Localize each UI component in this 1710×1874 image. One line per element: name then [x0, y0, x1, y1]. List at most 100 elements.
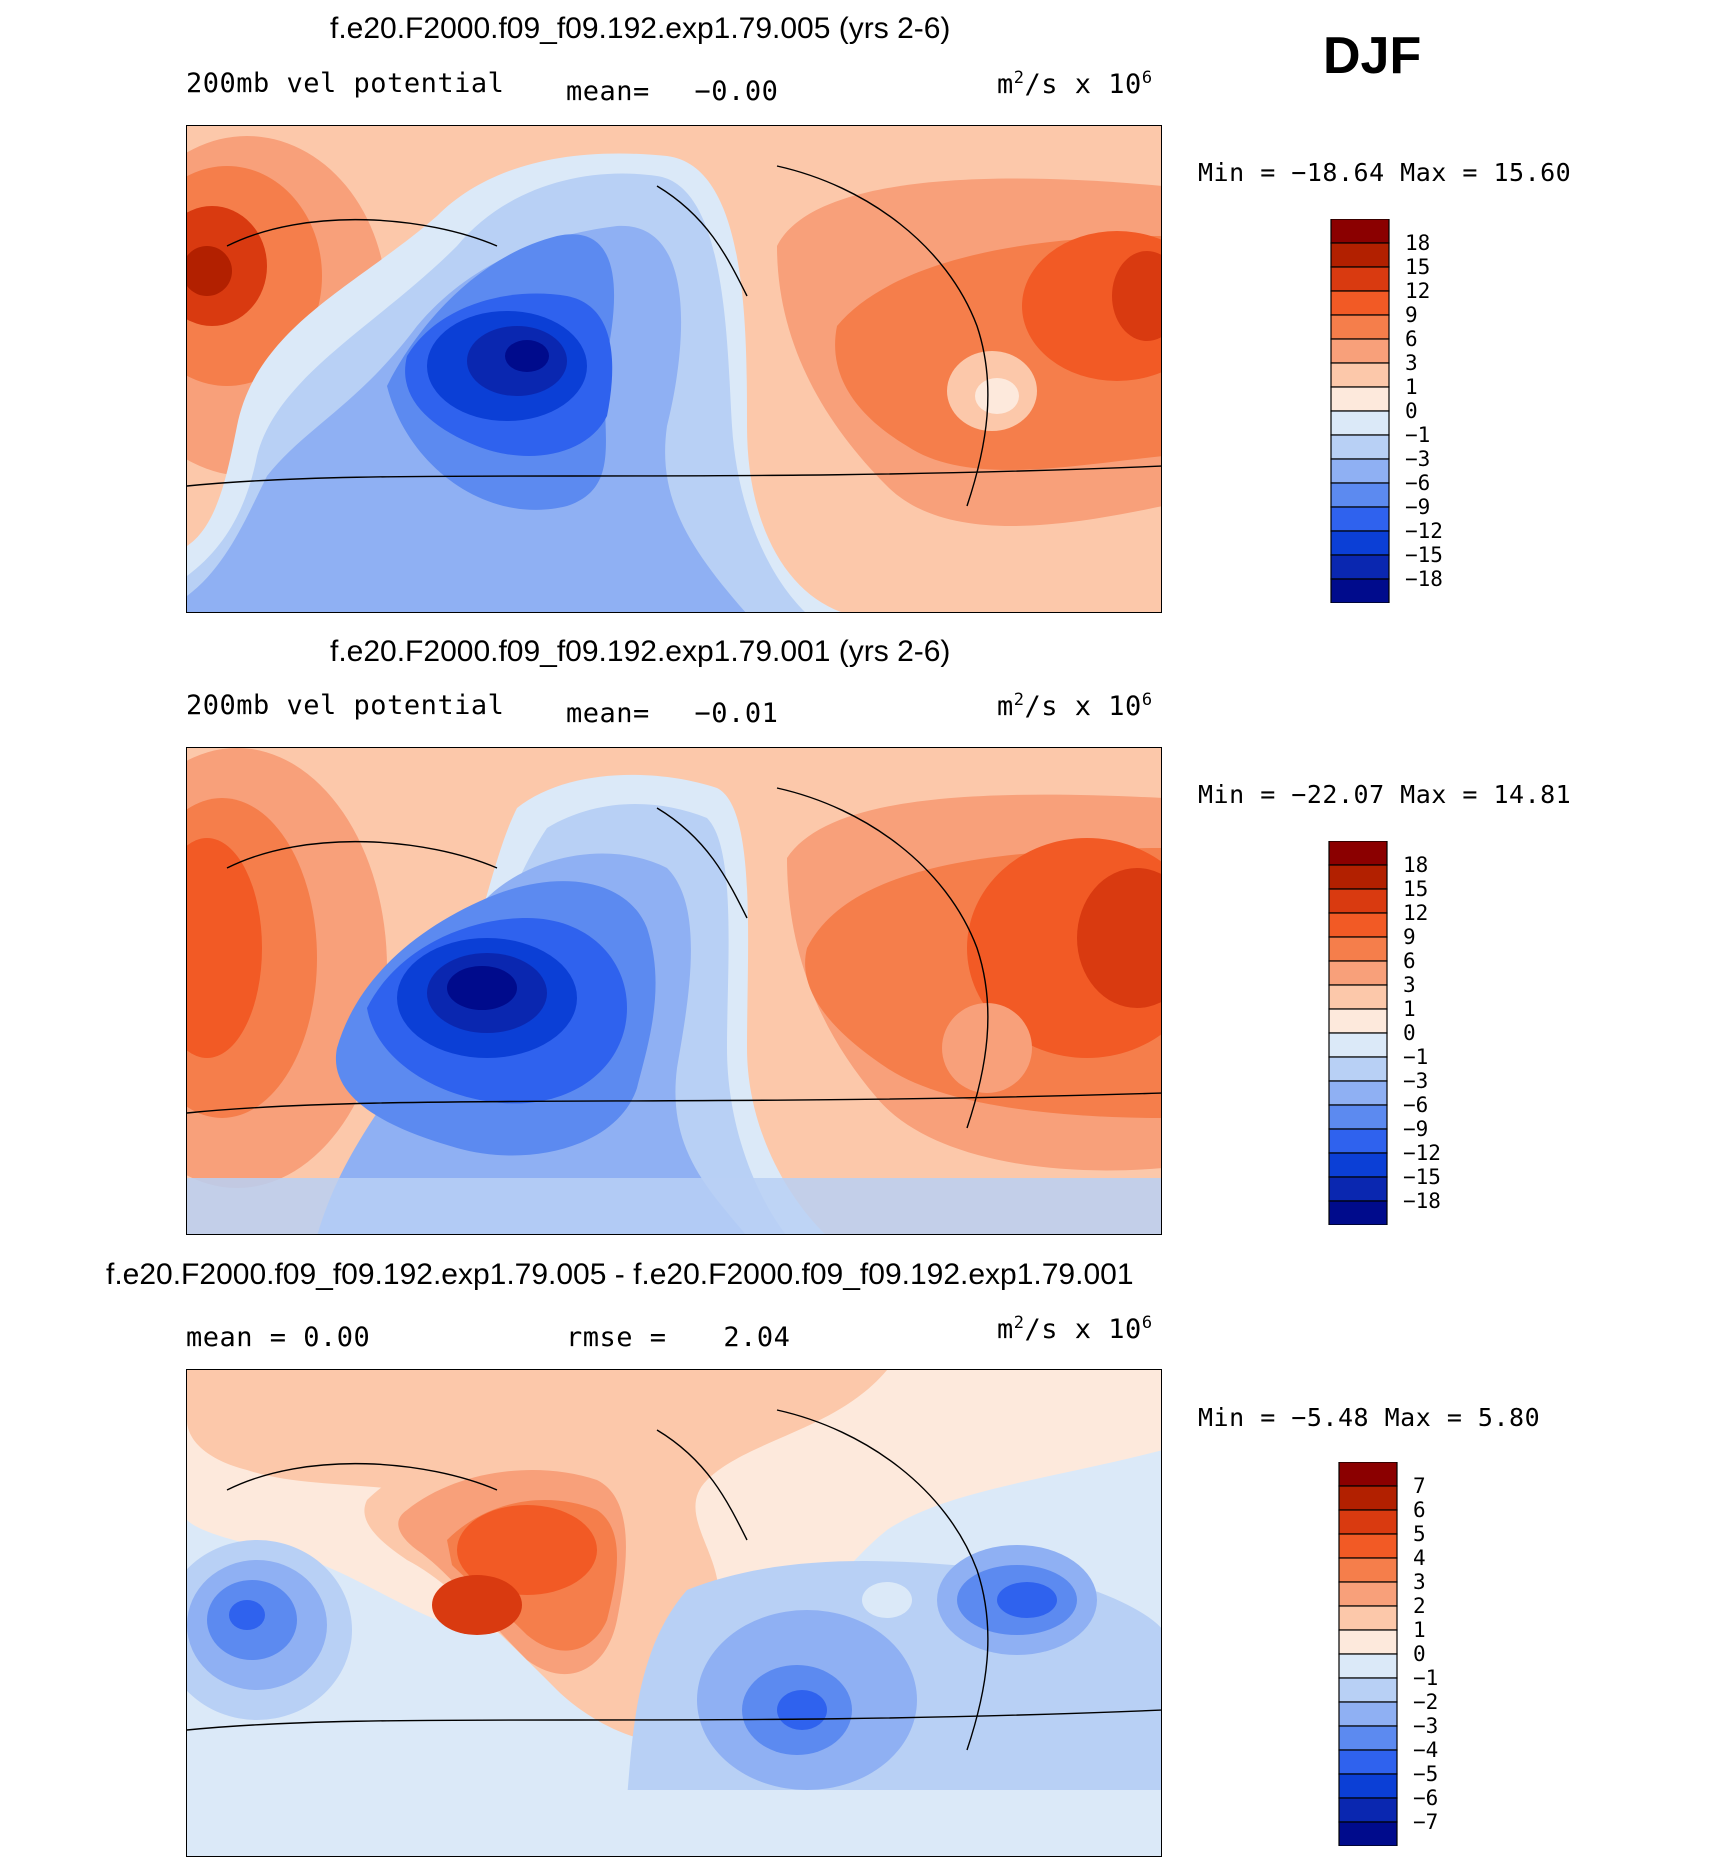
- colorbar-swatch: [1328, 936, 1388, 962]
- panel-3-rmse-label: rmse = 2.04: [566, 1322, 790, 1353]
- colorbar-label: −1: [1413, 1666, 1439, 1690]
- colorbar-swatch: [1328, 1032, 1388, 1058]
- p2-warm-west-3: [187, 838, 262, 1058]
- colorbar-swatch: [1338, 1485, 1398, 1511]
- colorbar-label: −12: [1405, 519, 1443, 543]
- colorbar-swatch: [1328, 960, 1388, 986]
- colorbar-swatch: [1338, 1605, 1398, 1631]
- panel-1-mean-label: mean= −0.00: [566, 76, 778, 107]
- panel-2-map-svg: [187, 748, 1161, 1234]
- colorbar-label: −3: [1413, 1714, 1439, 1738]
- panel-1-colorbar: [1330, 218, 1392, 608]
- p3-cool-pacific-4: [777, 1690, 827, 1730]
- p3-neutral-patch: [862, 1582, 912, 1618]
- units-mid: /s x 10: [1024, 691, 1142, 722]
- colorbar-label: 7: [1413, 1474, 1426, 1498]
- colorbar-swatch: [1330, 266, 1390, 292]
- panel-2-colorbar: [1328, 840, 1390, 1230]
- colorbar-swatch: [1338, 1461, 1398, 1487]
- colorbar-swatch: [1328, 888, 1388, 914]
- units-base: m: [997, 69, 1014, 100]
- p3-southern-band: [187, 1790, 1161, 1856]
- p2-southern-band: [187, 1178, 1161, 1234]
- colorbar-swatch: [1328, 984, 1388, 1010]
- colorbar-swatch: [1330, 554, 1390, 580]
- p1-warm-east-5: [1112, 251, 1161, 341]
- panel-2-variable-label: 200mb vel potential: [186, 690, 505, 721]
- colorbar-swatch: [1330, 506, 1390, 532]
- panel-3-units: m2/s x 106: [997, 1313, 1153, 1345]
- colorbar-label: −12: [1403, 1141, 1441, 1165]
- p2-cool-8: [447, 966, 517, 1010]
- colorbar-label: 1: [1413, 1618, 1426, 1642]
- colorbar-swatch: [1328, 1152, 1388, 1178]
- p3-cool-brazil-3: [997, 1582, 1057, 1618]
- colorbar-swatch: [1330, 530, 1390, 556]
- panel-2-minmax: Min = −22.07 Max = 14.81: [1198, 780, 1572, 809]
- colorbar-swatch: [1328, 1056, 1388, 1082]
- panel-2-mean-label: mean= −0.01: [566, 698, 778, 729]
- colorbar-swatch: [1330, 482, 1390, 508]
- colorbar-swatch: [1338, 1629, 1398, 1655]
- colorbar-label: 9: [1405, 303, 1418, 327]
- colorbar-swatch: [1338, 1653, 1398, 1679]
- colorbar-label: 6: [1405, 327, 1418, 351]
- colorbar-swatch: [1328, 840, 1388, 866]
- colorbar-swatch: [1328, 1200, 1388, 1226]
- colorbar-swatch: [1328, 1080, 1388, 1106]
- colorbar-swatch: [1338, 1509, 1398, 1535]
- panel-3-colorbar-svg: [1338, 1461, 1398, 1847]
- p3-warm-6: [457, 1505, 597, 1595]
- colorbar-label: −6: [1413, 1786, 1439, 1810]
- colorbar-label: 12: [1403, 901, 1429, 925]
- colorbar-label: −4: [1413, 1738, 1439, 1762]
- colorbar-swatch: [1328, 1104, 1388, 1130]
- colorbar-label: 2: [1413, 1594, 1426, 1618]
- colorbar-label: 0: [1403, 1021, 1416, 1045]
- panel-3-colorbar: [1338, 1461, 1400, 1851]
- p1-coastline-hints: [187, 165, 1161, 507]
- units-mid: /s x 10: [1024, 69, 1142, 100]
- units-sup: 2: [1013, 690, 1025, 710]
- colorbar-swatch: [1338, 1773, 1398, 1799]
- colorbar-label: −7: [1413, 1810, 1439, 1834]
- colorbar-swatch: [1330, 578, 1390, 604]
- panel-1-map: [186, 125, 1162, 613]
- colorbar-label: 18: [1403, 853, 1429, 877]
- panel-1-units: m2/s x 106: [997, 68, 1153, 100]
- p2-warm-east-5: [1077, 868, 1161, 1008]
- units-sup: 2: [1013, 68, 1025, 88]
- colorbar-label: −18: [1403, 1189, 1441, 1213]
- colorbar-label: −5: [1413, 1762, 1439, 1786]
- panel-2-units: m2/s x 106: [997, 690, 1153, 722]
- colorbar-label: −1: [1403, 1045, 1429, 1069]
- colorbar-label: −2: [1413, 1690, 1439, 1714]
- colorbar-swatch: [1338, 1701, 1398, 1727]
- units-base: m: [997, 691, 1014, 722]
- units-mid: /s x 10: [1024, 1314, 1142, 1345]
- colorbar-swatch: [1338, 1533, 1398, 1559]
- colorbar-swatch: [1330, 338, 1390, 364]
- colorbar-swatch: [1328, 1176, 1388, 1202]
- colorbar-label: −3: [1403, 1069, 1429, 1093]
- panel-1-map-svg: [187, 126, 1161, 612]
- p2-coastline-hints: [187, 787, 1161, 1129]
- units-base: m: [997, 1314, 1014, 1345]
- panel-3-map-svg: [187, 1370, 1161, 1856]
- colorbar-label: 0: [1405, 399, 1418, 423]
- colorbar-label: −6: [1405, 471, 1431, 495]
- colorbar-label: 12: [1405, 279, 1431, 303]
- panel-3-minmax: Min = −5.48 Max = 5.80: [1198, 1403, 1541, 1432]
- season-label: DJF: [1323, 27, 1422, 85]
- panel-2-title: f.e20.F2000.f09_f09.192.exp1.79.001 (yrs…: [330, 635, 951, 668]
- colorbar-swatch: [1338, 1821, 1398, 1847]
- panel-1-mean-key: mean=: [566, 76, 650, 107]
- colorbar-swatch: [1330, 290, 1390, 316]
- colorbar-swatch: [1330, 434, 1390, 460]
- colorbar-swatch: [1330, 242, 1390, 268]
- colorbar-label: 3: [1405, 351, 1418, 375]
- colorbar-swatch: [1330, 386, 1390, 412]
- colorbar-label: 0: [1413, 1642, 1426, 1666]
- colorbar-label: −15: [1405, 543, 1443, 567]
- p3-coastline-hints: [187, 1409, 1161, 1751]
